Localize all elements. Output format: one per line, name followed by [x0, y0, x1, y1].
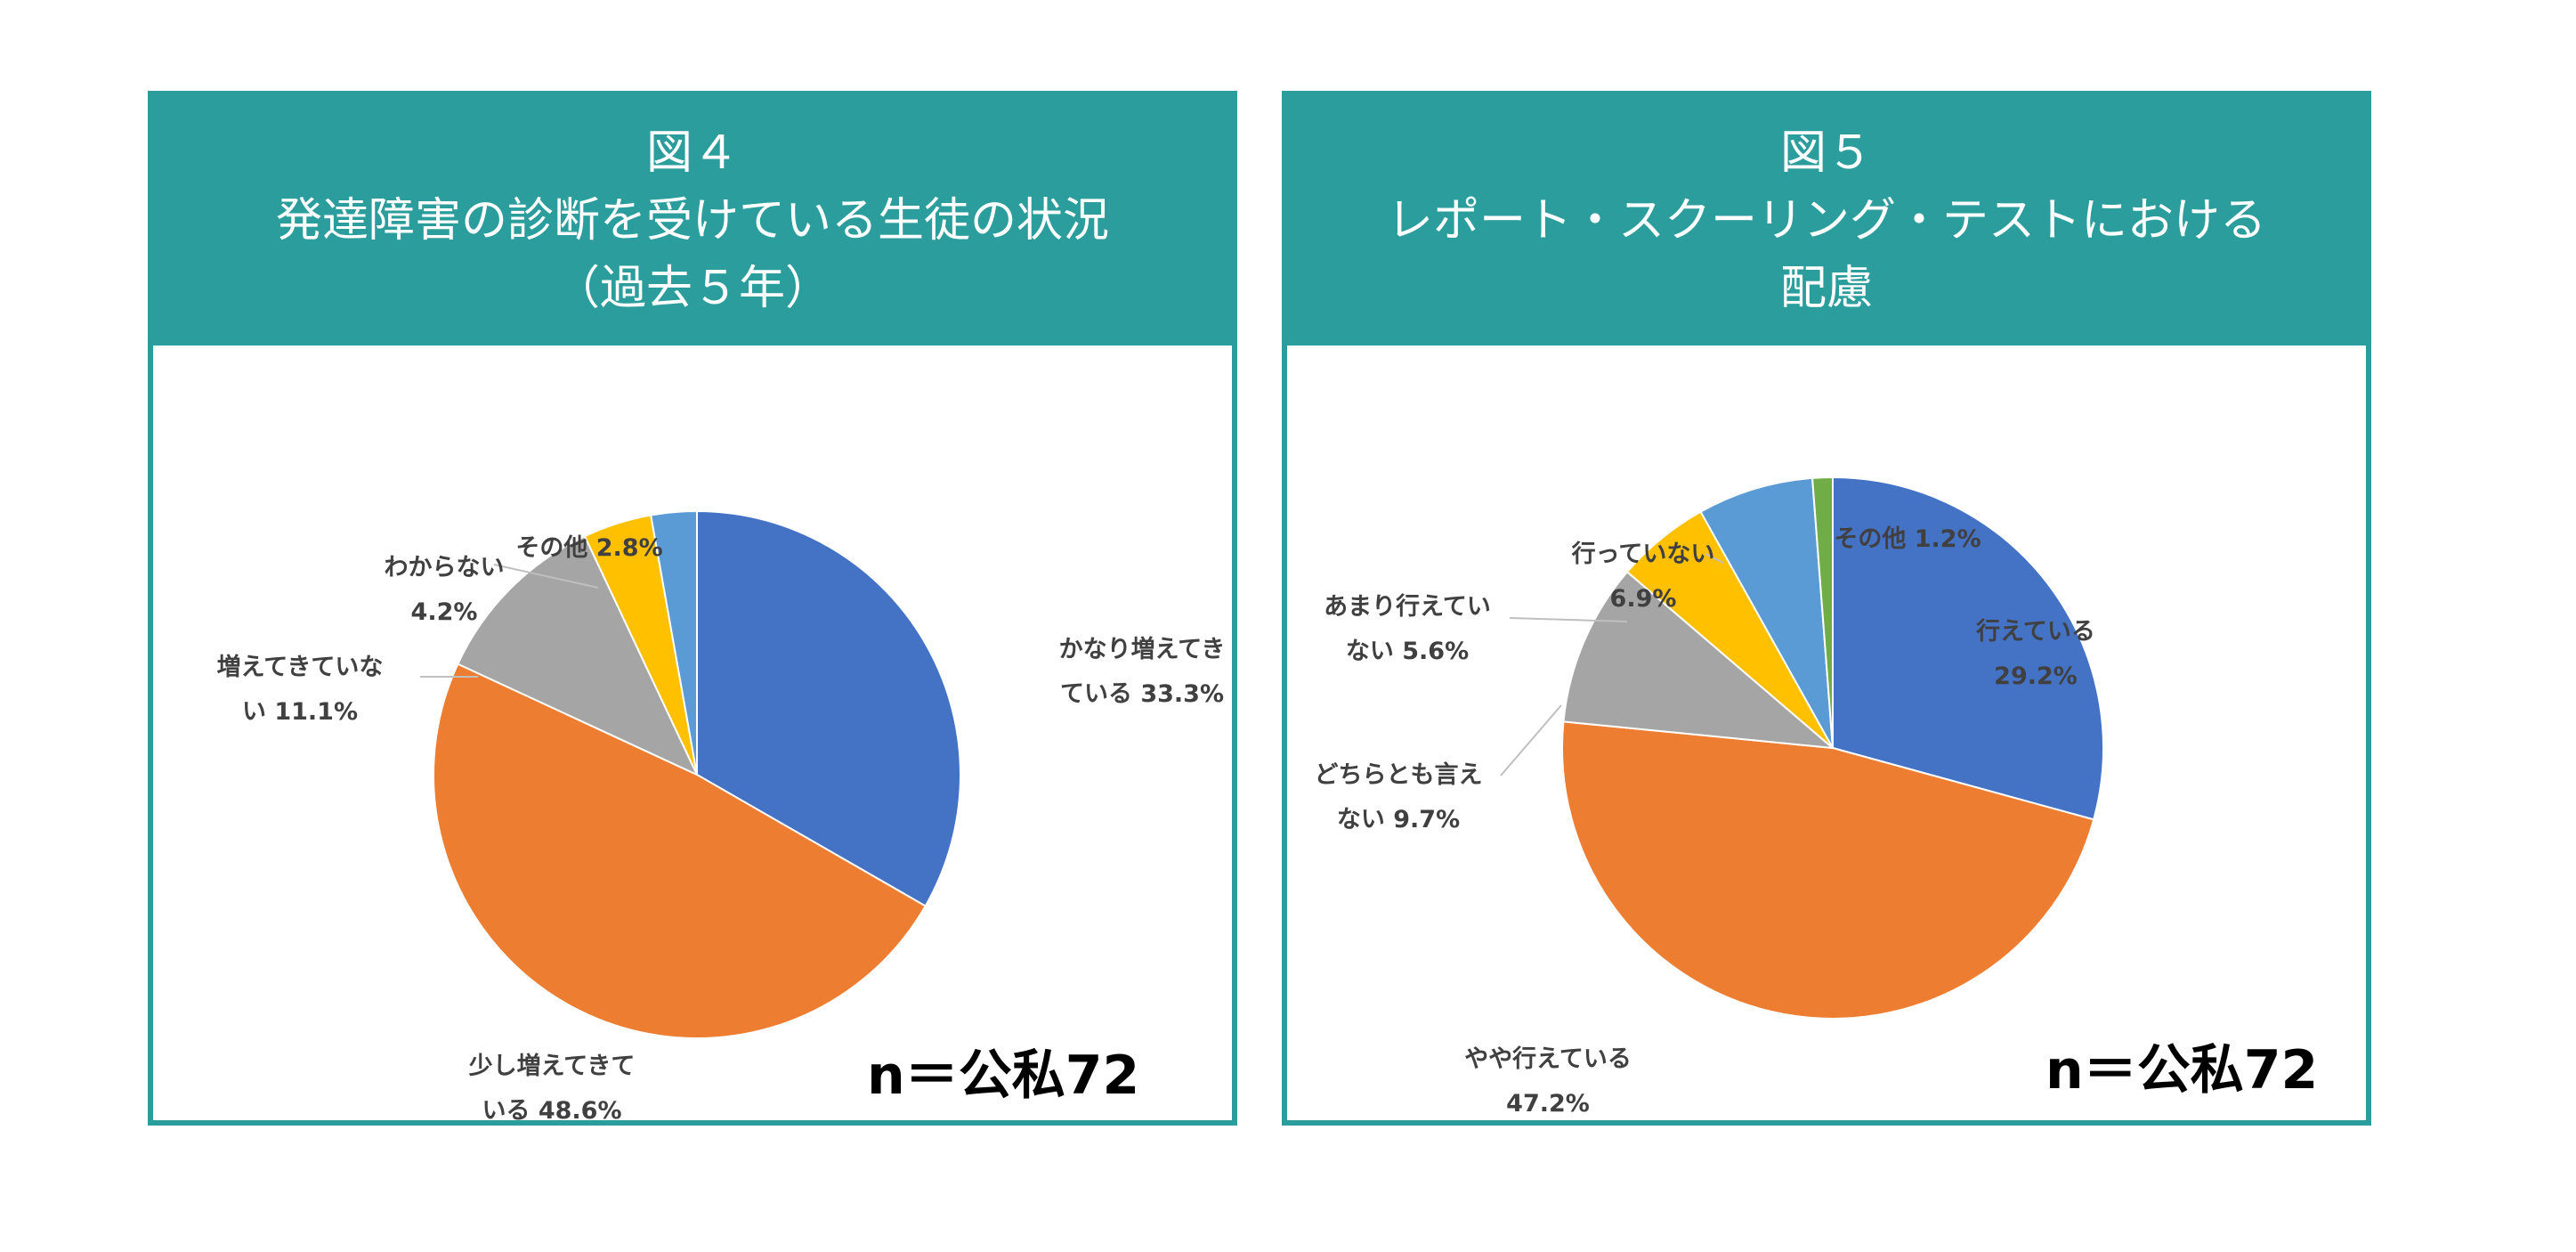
figure-4-labels: かなり増えてきている 33.3% 少し増えてきている 48.6% 増えてきていない …	[217, 534, 1226, 1120]
data-label: その他 2.8%	[515, 534, 662, 562]
leader-line	[1705, 553, 1724, 564]
figure-4-slices	[432, 509, 961, 1040]
figure-4-subtitle: （過去５年）	[553, 262, 831, 315]
pie-slice	[432, 663, 928, 1040]
figure-4-leader-lines	[420, 564, 599, 678]
leader-line	[493, 564, 599, 589]
leader-line	[1500, 704, 1562, 776]
figure-4-panel: 図４ 発達障害の診断を受けている生徒の状況 （過去５年） かなり増えてきている …	[148, 91, 1237, 1126]
pie-slice	[457, 534, 700, 777]
data-label: かなり増えてきている 33.3%	[1059, 635, 1226, 708]
figure-5-panel: 図５ レポート・スクーリング・テストにおける 配慮 行えている 29.2% やや行え…	[1282, 91, 2371, 1126]
figure-4-title-line: 発達障害の診断を受けている生徒の状況	[275, 194, 1109, 248]
data-label: その他 1.2%	[1834, 525, 1981, 553]
leader-line	[1509, 617, 1628, 622]
pie-slice	[1562, 570, 1836, 750]
figure-5-pie-chart: 行えている 29.2% やや行えている 47.2% どちらとも言えない 9.7% あまり行…	[1315, 476, 2318, 1118]
figure-5-title-line: レポート・スクーリング・テストにおける	[1386, 194, 2266, 248]
data-label: 行えている 29.2%	[1975, 617, 2095, 690]
pie-slice	[696, 509, 961, 907]
pie-slice	[650, 509, 698, 776]
data-label: わからない 4.2%	[385, 554, 505, 626]
data-label: あまり行えていない 5.6%	[1324, 592, 1491, 665]
figure-4-sample-size: n＝公私72	[867, 1045, 1139, 1107]
pie-slice	[1832, 476, 2104, 821]
figure-5-title: 図５ レポート・スクーリング・テストにおける 配慮	[1287, 96, 2366, 346]
figure-4-title: 図４ 発達障害の診断を受けている生徒の状況 （過去５年）	[153, 96, 1232, 346]
figure-5-slices	[1561, 476, 2104, 1020]
figure-5-labels: 行えている 29.2% やや行えている 47.2% どちらとも言えない 9.7% あまり行…	[1315, 525, 2095, 1118]
figure-4-pie-chart: かなり増えてきている 33.3% 少し増えてきている 48.6% 増えてきていない …	[217, 509, 1226, 1120]
data-label: 行っていない 6.9%	[1571, 540, 1715, 613]
data-label: やや行えている 47.2%	[1464, 1045, 1632, 1118]
figure-4-number: 図４	[645, 126, 739, 180]
figure-5-leader-lines	[1500, 553, 1724, 776]
data-label: どちらとも言えない 9.7%	[1315, 761, 1483, 833]
figure-5-number: 図５	[1779, 126, 1873, 180]
figure-5-sample-size: n＝公私72	[2045, 1039, 2318, 1102]
figure-5-subtitle: 配慮	[1779, 262, 1873, 315]
pie-slice	[1810, 476, 1834, 749]
data-label: 少し増えてきている 48.6%	[469, 1052, 636, 1120]
pie-slice	[1699, 476, 1834, 749]
pie-slice	[1561, 720, 2095, 1020]
data-label: 増えてきていない 11.1%	[217, 653, 384, 726]
